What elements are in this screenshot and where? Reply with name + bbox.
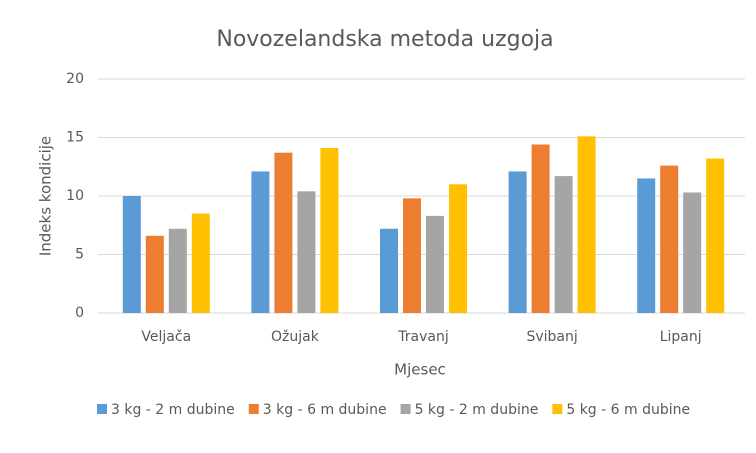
bar [403,198,421,313]
bar [509,171,527,313]
legend-swatch [249,404,259,414]
x-tick-label: Ožujak [271,329,320,345]
x-tick-label: Svibanj [526,329,577,345]
y-axis-title: Indeks kondicije [37,136,55,256]
bar [146,236,164,313]
bar [192,214,210,313]
bar [251,171,269,313]
bar [449,184,467,313]
chart-title: Novozelandska metoda uzgoja [216,27,553,52]
bar [123,196,141,313]
bar [555,176,573,313]
legend-label: 3 kg - 2 m dubine [111,402,235,418]
legend-label: 5 kg - 6 m dubine [566,402,690,418]
bar [274,153,292,313]
bar [637,178,655,313]
y-tick-label: 0 [75,305,84,321]
legend-swatch [552,404,562,414]
x-tick-label: Lipanj [660,329,702,345]
bar [297,191,315,313]
bar [380,229,398,313]
bar [426,216,444,313]
x-axis-title: Mjesec [394,361,446,379]
y-tick-label: 5 [75,247,84,263]
bar [706,159,724,313]
legend-swatch [97,404,107,414]
bar [578,136,596,313]
bar [532,145,550,313]
bar [683,192,701,313]
bar [169,229,187,313]
bar [660,166,678,313]
legend-label: 3 kg - 6 m dubine [263,402,387,418]
y-tick-label: 15 [66,130,84,146]
legend-label: 5 kg - 2 m dubine [415,402,539,418]
chart: Novozelandska metoda uzgoja Indeks kondi… [0,0,756,453]
x-tick-label: Travanj [397,329,448,345]
x-tick-label: Veljača [141,329,191,345]
y-tick-label: 10 [66,188,84,204]
legend-swatch [401,404,411,414]
bar [320,148,338,313]
y-tick-label: 20 [66,71,84,87]
